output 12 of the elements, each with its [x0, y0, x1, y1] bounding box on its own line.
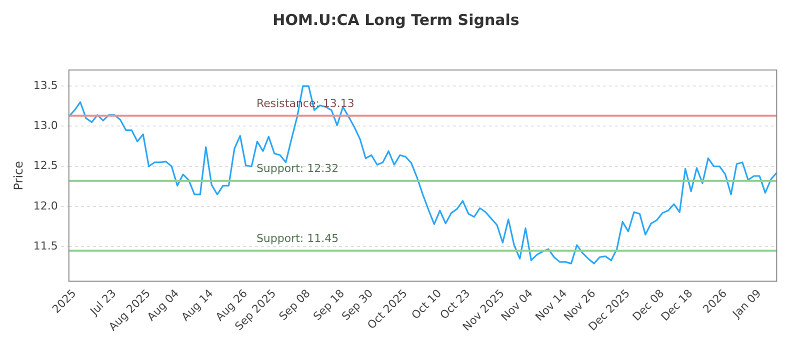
y-tick-label: 12.0 — [33, 199, 58, 212]
x-tick-label: Jan 09 — [729, 286, 764, 322]
y-tick-label: 11.5 — [33, 240, 58, 253]
y-tick-label: 12.5 — [33, 159, 58, 172]
x-tick-label: Sep 08 — [276, 286, 313, 324]
ref-line-label: Support: 12.32 — [256, 162, 339, 176]
y-tick-label: 13.5 — [33, 78, 58, 92]
ref-line-label: Support: 11.45 — [256, 232, 339, 246]
x-tick-label: Jul 23 — [87, 286, 119, 318]
y-tick-label: 13.0 — [33, 119, 58, 132]
y-axis-title: Price — [11, 160, 26, 190]
chart-title: HOM.U:CA Long Term Signals — [272, 10, 520, 29]
